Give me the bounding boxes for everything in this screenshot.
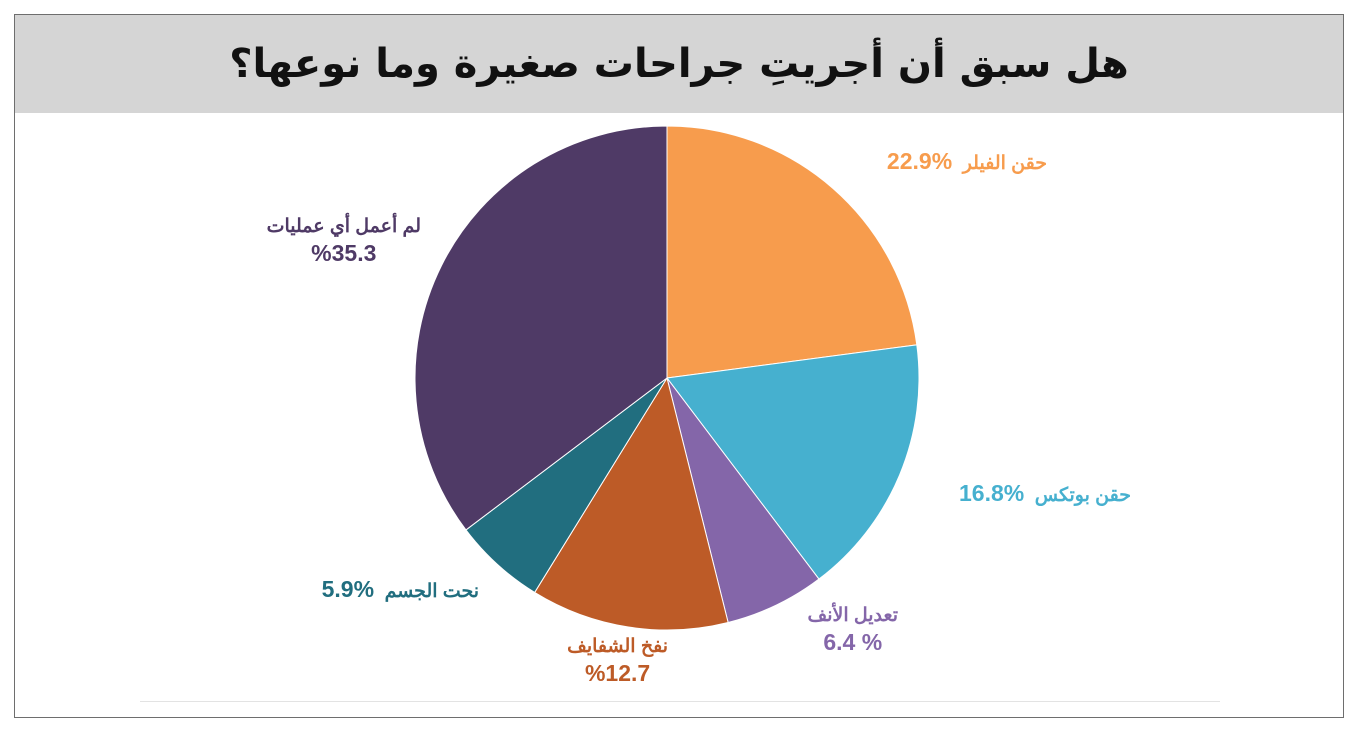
title-bar: هل سبق أن أجريتِ جراحات صغيرة وما نوعها؟ xyxy=(15,15,1343,113)
slice-label-lips-value: %12.7 xyxy=(584,660,651,686)
slice-label-body-name: نحت الجسم xyxy=(384,581,479,602)
slice-label-body-value: %5.9 xyxy=(321,576,375,602)
slice-label-botox: حقن بوتكس %16.8 xyxy=(959,480,1131,509)
pie-slice-lips xyxy=(533,376,729,631)
slice-label-lips-name: نفخ الشفايف xyxy=(567,636,668,657)
pie-slices xyxy=(414,125,920,631)
slice-label-lips: نفخ الشفايف %12.7 xyxy=(567,634,668,686)
slice-label-filler: حقن الفيلر %22.9 xyxy=(887,148,1047,177)
slice-label-nose: تعديل الأنف 6.4 % xyxy=(808,603,898,655)
slice-label-botox-name: حقن بوتكس xyxy=(1034,485,1131,506)
slice-label-filler-value: %22.9 xyxy=(886,148,953,174)
slice-label-nose-value: 6.4 % xyxy=(823,629,883,655)
slice-label-botox-value: %16.8 xyxy=(959,480,1025,506)
slice-label-body: نحت الجسم %5.9 xyxy=(322,576,479,605)
pie-slice-filler xyxy=(666,125,918,379)
slice-label-none-name: لم أعمل أي عمليات xyxy=(266,216,421,237)
chart-title: هل سبق أن أجريتِ جراحات صغيرة وما نوعها؟ xyxy=(229,41,1129,87)
slice-label-nose-name: تعديل الأنف xyxy=(807,605,898,626)
slice-label-none: لم أعمل أي عمليات %35.3 xyxy=(267,214,421,266)
pie-slice-botox xyxy=(666,344,920,580)
baseline-divider xyxy=(140,701,1220,702)
slice-label-filler-name: حقن الفيلر xyxy=(962,153,1047,174)
slice-label-none-value: %35.3 xyxy=(311,240,377,266)
pie-slice-none xyxy=(414,125,668,531)
